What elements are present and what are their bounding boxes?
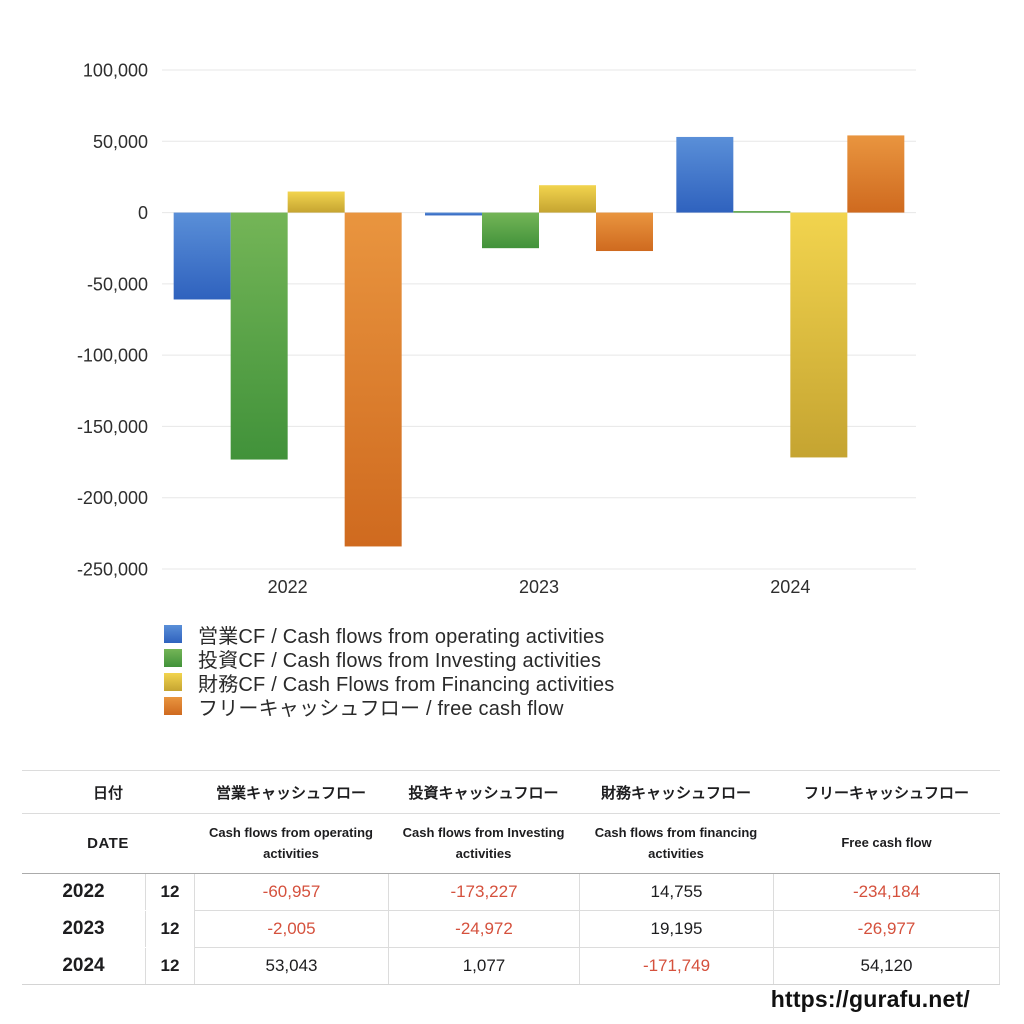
y-axis-tick-label: -250,000 <box>77 560 148 580</box>
legend-item-2: 財務CF / Cash Flows from Financing activit… <box>164 670 615 696</box>
col-header-date-jp: 日付 <box>22 771 194 814</box>
col-header-free-en: Free cash flow <box>773 814 1000 874</box>
bar-2024-series1 <box>733 211 791 213</box>
bar-2022-series2 <box>287 191 345 213</box>
row-2-year: 2024 <box>62 955 105 976</box>
chart-canvas: 100,000 50,000 0 -50,000 -100,000 -150,000 -20… <box>77 61 916 597</box>
cashflow-table: 日付 営業キャッシュフロー 投資キャッシュフロー 財務キャッシュフロー フリーキ… <box>22 770 1000 985</box>
legend-swatch-icon <box>164 649 182 667</box>
legend-label: 投資CF / Cash flows from Investing activit… <box>198 649 602 672</box>
legend-swatch-icon <box>164 625 182 643</box>
row-0-operating: -60,957 <box>194 874 388 911</box>
col-header-investing-jp: 投資キャッシュフロー <box>388 771 579 814</box>
row-0-investing: -173,227 <box>388 874 579 911</box>
cashflow-bar-chart: 100,000 50,000 0 -50,000 -100,000 -150,000 -20… <box>77 61 916 597</box>
y-axis-tick-label: -50,000 <box>87 274 148 294</box>
bar-2022-series3 <box>344 212 402 547</box>
bar-2023-series0 <box>425 212 482 216</box>
col-header-financing-jp: 財務キャッシュフロー <box>579 771 773 814</box>
site-url: https://gurafu.net/ <box>770 986 970 1012</box>
row-2-financing: -171,749 <box>579 948 773 984</box>
row-0-month: 12 <box>145 874 194 910</box>
y-axis-tick-label: 0 <box>138 203 148 223</box>
legend-label: 財務CF / Cash Flows from Financing activit… <box>198 673 615 696</box>
bar-2024-series3 <box>847 135 905 213</box>
x-axis-tick-label: 2022 <box>268 577 308 597</box>
bar-2023-series1 <box>482 212 539 249</box>
bar-2024-series0 <box>676 136 734 213</box>
row-2-free: 54,120 <box>773 948 1000 984</box>
row-1-month: 12 <box>145 911 194 947</box>
legend-item-1: 投資CF / Cash flows from Investing activit… <box>164 646 614 672</box>
col-header-financing-en: Cash flows from financing activities <box>579 814 773 874</box>
x-axis-tick-label: 2023 <box>519 577 559 597</box>
legend-swatch-icon <box>164 673 182 691</box>
bar-2022-series0 <box>173 212 231 300</box>
bar-2023-series3 <box>596 212 653 252</box>
y-axis-tick-label: -100,000 <box>77 346 148 366</box>
row-1-financing: 19,195 <box>579 911 773 948</box>
row-2-operating: 53,043 <box>194 948 388 984</box>
x-axis-tick-label: 2024 <box>770 577 810 597</box>
row-0-free: -234,184 <box>773 874 1000 911</box>
y-axis-tick-label: 100,000 <box>83 61 148 81</box>
row-1-year: 2023 <box>62 918 105 939</box>
bar-2023-series2 <box>539 185 596 213</box>
col-header-investing-en: Cash flows from Investing activities <box>388 814 579 874</box>
y-axis-tick-label: -150,000 <box>77 417 148 437</box>
y-axis-tick-label: 50,000 <box>93 132 148 152</box>
row-2-investing: 1,077 <box>388 948 579 984</box>
legend-label: 営業CF / Cash flows from operating activit… <box>198 625 605 648</box>
row-1-free: -26,977 <box>773 911 1000 948</box>
col-header-operating-jp: 営業キャッシュフロー <box>194 771 388 814</box>
legend-swatch-icon <box>164 697 182 715</box>
bar-2024-series2 <box>790 212 848 458</box>
chart-legend: 営業CF / Cash flows from operating activit… <box>164 622 615 720</box>
legend-label: フリーキャッシュフロー / free cash flow <box>198 697 564 720</box>
row-0-year: 2022 <box>62 881 105 902</box>
legend-item-3: フリーキャッシュフロー / free cash flow <box>164 694 614 720</box>
row-1-operating: -2,005 <box>194 911 388 948</box>
y-axis-tick-label: -200,000 <box>77 488 148 508</box>
col-header-date-en: DATE <box>22 814 194 874</box>
col-header-operating-en: Cash flows from operating activities <box>194 814 388 874</box>
bar-2022-series1 <box>230 212 288 460</box>
row-0-financing: 14,755 <box>579 874 773 911</box>
row-1-investing: -24,972 <box>388 911 579 948</box>
legend-item-0: 営業CF / Cash flows from operating activit… <box>164 622 614 648</box>
row-2-month: 12 <box>145 948 194 984</box>
col-header-free-jp: フリーキャッシュフロー <box>773 771 1000 814</box>
